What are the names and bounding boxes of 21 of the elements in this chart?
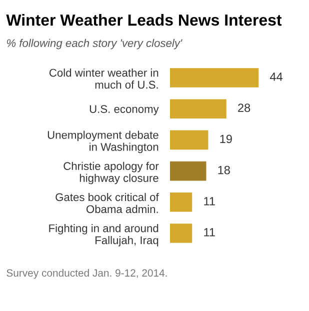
bar [170,161,206,181]
y-tick-label: Cold winter weather in much of U.S. [49,68,158,89]
bar [170,192,192,212]
data-label: 18 [218,166,230,174]
chart-subtitle: % following each story 'very closely' [6,38,182,50]
y-tick-label: Christie apology for highway closure [64,162,159,184]
data-label: 19 [220,134,232,144]
data-label: 28 [238,104,250,112]
bar [170,99,226,118]
data-label: 11 [204,228,215,236]
y-tick-label: U.S. economy [90,105,159,116]
bar [170,130,208,150]
data-label: 11 [204,197,215,206]
bar [170,224,192,243]
y-tick-label: Unemployment debate in Washington [48,130,158,154]
bar [170,68,259,88]
data-label: 44 [270,72,282,81]
chart-title: Winter Weather Leads News Interest [6,14,282,26]
text: Survey conducted Jan. 9-12, 2014. [6,269,167,279]
y-tick-label: Fighting in and around Fallujah, Iraq [49,224,158,246]
y-tick-label: Gates book critical of Obama admin. [56,192,159,214]
